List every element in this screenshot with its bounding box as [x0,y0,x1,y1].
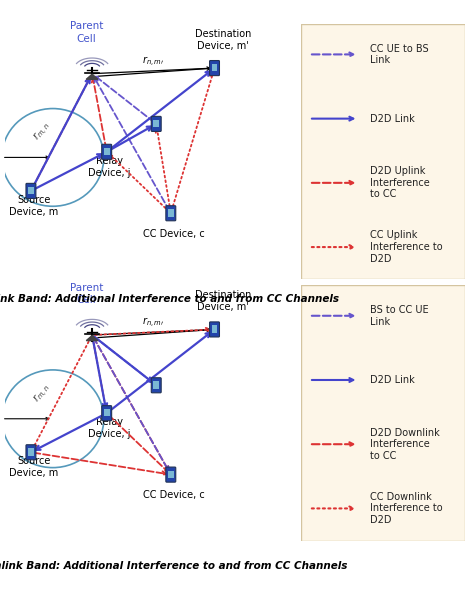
Text: CC UE to BS
Link: CC UE to BS Link [370,43,429,65]
Text: $r_{n,m\prime}$: $r_{n,m\prime}$ [141,316,164,330]
Text: D2D Link: D2D Link [370,113,415,124]
FancyBboxPatch shape [301,24,465,279]
FancyBboxPatch shape [104,409,110,416]
Text: $r_{m,n}$: $r_{m,n}$ [31,381,55,406]
FancyBboxPatch shape [212,64,217,71]
FancyBboxPatch shape [28,187,34,194]
FancyBboxPatch shape [168,209,173,217]
FancyBboxPatch shape [151,116,161,131]
Text: D2D Uplink
Interference
to CC: D2D Uplink Interference to CC [370,166,430,200]
Text: Source
Device, m: Source Device, m [9,195,58,217]
Text: Source
Device, m: Source Device, m [9,456,58,478]
Text: CC Device, c: CC Device, c [143,229,204,239]
FancyBboxPatch shape [166,206,176,221]
Text: Destination
Device, m': Destination Device, m' [195,29,251,50]
FancyBboxPatch shape [210,61,219,75]
Text: D2D Downlink
Interference
to CC: D2D Downlink Interference to CC [370,428,439,461]
Text: a) Uplink Band: Additional Interference to and from CC Channels: a) Uplink Band: Additional Interference … [0,294,339,304]
Text: Destination
Device, m': Destination Device, m' [195,290,251,312]
FancyBboxPatch shape [168,470,173,478]
FancyBboxPatch shape [28,448,34,456]
FancyBboxPatch shape [26,445,36,460]
FancyBboxPatch shape [301,285,465,541]
FancyBboxPatch shape [153,381,159,388]
Text: $r_{n,m\prime}$: $r_{n,m\prime}$ [141,55,164,69]
Text: CC Downlink
Interference to
D2D: CC Downlink Interference to D2D [370,492,443,525]
FancyBboxPatch shape [26,184,36,198]
Polygon shape [86,336,98,340]
FancyBboxPatch shape [102,144,112,159]
Text: CC Device, c: CC Device, c [143,490,204,500]
FancyBboxPatch shape [166,467,176,482]
Polygon shape [86,74,98,79]
Text: b) Downlink Band: Additional Interference to and from CC Channels: b) Downlink Band: Additional Interferenc… [0,560,348,570]
Text: CC Uplink
Interference to
D2D: CC Uplink Interference to D2D [370,230,443,264]
Text: D2D Link: D2D Link [370,375,415,385]
Text: $r_{m,n}$: $r_{m,n}$ [31,120,55,144]
FancyBboxPatch shape [104,148,110,155]
FancyBboxPatch shape [212,326,217,333]
Text: Parent
Cell: Parent Cell [70,21,103,43]
Text: Relay
Device, j: Relay Device, j [88,156,131,178]
FancyBboxPatch shape [210,322,219,337]
FancyBboxPatch shape [102,406,112,421]
Text: Relay
Device, j: Relay Device, j [88,418,131,439]
Text: Parent
Cell: Parent Cell [70,283,103,305]
FancyBboxPatch shape [151,378,161,393]
Text: BS to CC UE
Link: BS to CC UE Link [370,305,429,327]
FancyBboxPatch shape [153,120,159,127]
